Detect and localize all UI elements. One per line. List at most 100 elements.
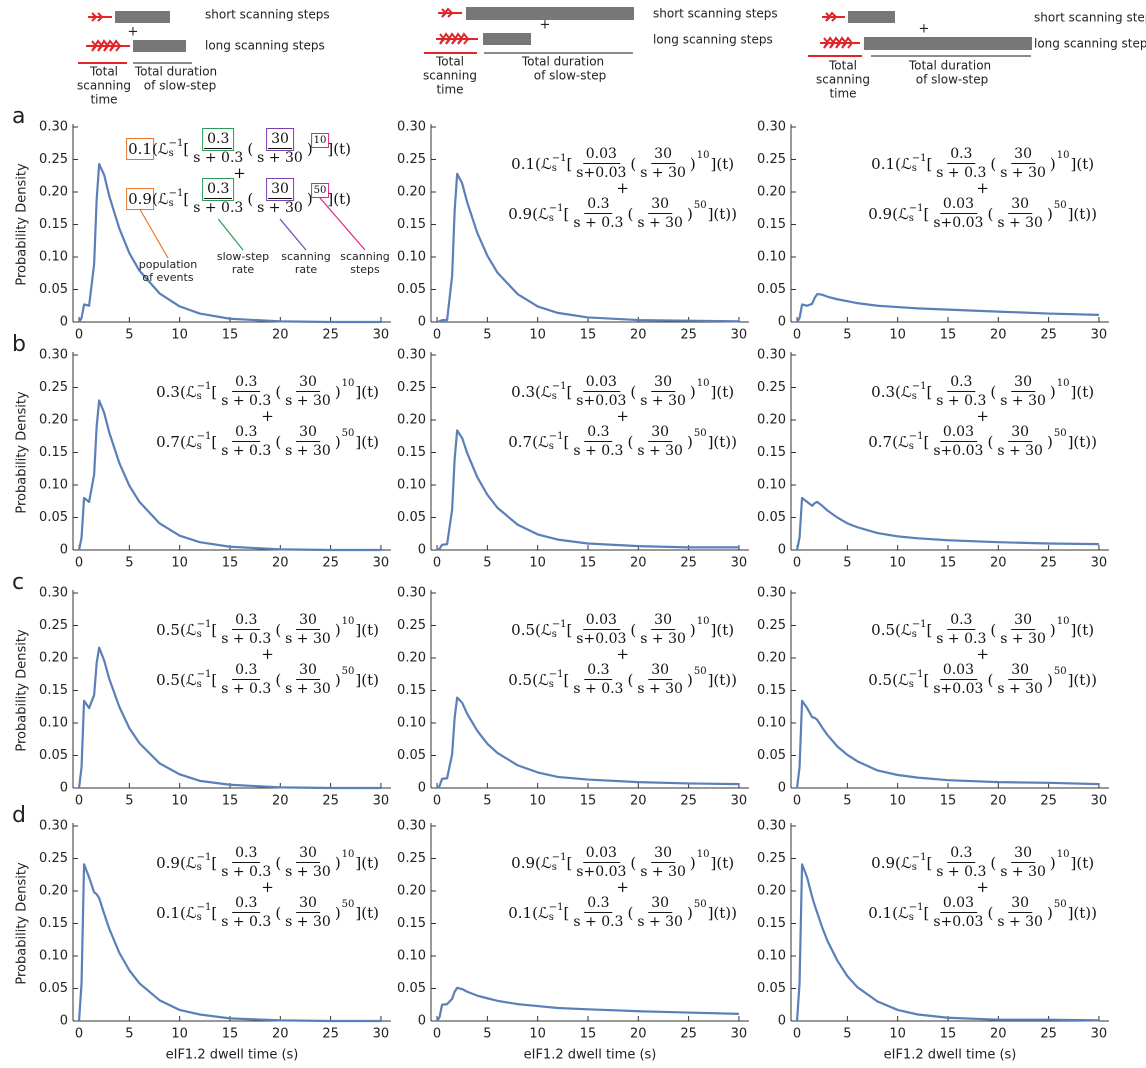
- x-tick-label: 25: [322, 794, 339, 809]
- operator-indices: −1 s: [197, 852, 212, 873]
- numerator: 30: [296, 611, 320, 630]
- formula-tail: ](t): [355, 903, 379, 922]
- x-tick-label: 20: [630, 556, 647, 571]
- fraction: 0.3 s + 0.3: [218, 894, 274, 931]
- formula-coef: 0.5: [156, 670, 180, 689]
- x-tick-label: 30: [1091, 556, 1108, 571]
- y-tick-label: 0.05: [39, 510, 68, 525]
- formula-close: ): [686, 670, 693, 689]
- x-tick-label: 5: [843, 328, 851, 343]
- y-tick-label: 0.30: [757, 819, 786, 834]
- x-tick-label: 30: [373, 556, 390, 571]
- formula-open: (ℒ: [179, 853, 197, 872]
- denominator: s + 30: [997, 215, 1043, 231]
- formula-tail: ](t): [710, 853, 735, 872]
- formula-bracket: [: [211, 903, 218, 922]
- formula-sup: −1: [911, 851, 927, 863]
- formula-sub: s: [196, 911, 202, 923]
- formula-sup: −1: [908, 202, 924, 214]
- operator-indices: −1 s: [197, 431, 212, 452]
- formula-sup: −1: [911, 152, 927, 164]
- plus: +: [540, 18, 551, 33]
- formula-open: (ℒ: [535, 853, 552, 872]
- x-tick-label: 20: [990, 328, 1007, 343]
- formula-sub: s: [911, 390, 917, 402]
- formula-sub: s: [551, 861, 557, 873]
- scanning-time-label: time: [90, 93, 117, 107]
- arrow-feather: [97, 12, 104, 22]
- formula-open: (ℒ: [892, 432, 909, 451]
- operator-indices: −1 s: [549, 203, 564, 224]
- formula-close: ): [1049, 154, 1056, 173]
- y-tick-label: 0.25: [397, 851, 426, 866]
- y-tick-label: 0.30: [397, 586, 426, 601]
- formula-tail: ](t): [1070, 853, 1095, 872]
- numerator: 0.3: [584, 661, 613, 680]
- operator-indices: −1 s: [909, 669, 924, 690]
- y-tick-label: 0.25: [757, 380, 786, 395]
- formula-power: 10: [341, 849, 355, 860]
- formula-power: 10: [696, 849, 710, 860]
- fraction: 0.03 s+0.03: [930, 423, 986, 460]
- fraction: 30 s + 30: [282, 661, 334, 698]
- fraction: 30 s + 30: [637, 145, 689, 182]
- annotation-line: slow-step: [216, 250, 270, 263]
- x-tick-label: 5: [843, 1027, 851, 1042]
- y-tick-label: 0: [778, 781, 786, 796]
- operator-indices: −1 s: [552, 619, 567, 640]
- operator-indices: −1 s: [197, 669, 212, 690]
- y-tick-label: 0.30: [39, 348, 68, 363]
- formula-tail: ](t): [355, 853, 379, 872]
- fraction: 0.03 s+0.03: [930, 894, 986, 931]
- x-tick-label: 10: [889, 794, 906, 809]
- formula-sub: s: [548, 678, 554, 690]
- annotation-pointer: [279, 218, 307, 251]
- y-tick-label: 0.10: [39, 716, 68, 731]
- slow-step-bar: [133, 40, 186, 52]
- formula-bracket: [: [211, 670, 218, 689]
- numerator: 0.3: [232, 894, 261, 913]
- formula-coef: 0.5: [511, 620, 536, 639]
- x-tick-label: 0: [793, 1027, 801, 1042]
- formula-bracket: [: [183, 139, 190, 158]
- y-tick-label: 0.20: [757, 185, 786, 200]
- formula-tail: ](t)): [707, 432, 737, 451]
- formula-tail: ](t): [355, 432, 379, 451]
- y-tick-label: 0.10: [397, 478, 426, 493]
- y-tick-label: 0.05: [757, 510, 786, 525]
- y-tick-label: 0.15: [39, 445, 68, 460]
- numerator: 30: [648, 661, 673, 680]
- formula-power: 50: [693, 899, 707, 910]
- formula-term: 0.1 (ℒ −1 s[0.3 s + 0.3(30 s + 30) 10](t): [126, 128, 351, 167]
- formula-coef: 0.3: [156, 382, 180, 401]
- x-tick-label: 25: [680, 556, 697, 571]
- denominator: s + 30: [640, 393, 686, 409]
- formula-close: ): [1049, 620, 1056, 639]
- formula-paren: (: [627, 670, 634, 689]
- numerator: 30: [1011, 373, 1035, 392]
- operator-indices: −1 s: [168, 138, 184, 159]
- arrow-feather: [439, 32, 470, 45]
- formula-coef: 0.5: [508, 670, 533, 689]
- long-label: long scanning steps: [1034, 37, 1146, 51]
- formula-bracket: [: [211, 432, 218, 451]
- formula-bracket: [: [923, 670, 930, 689]
- numerator: 0.3: [232, 611, 261, 630]
- fraction: 0.3 s + 0.3: [933, 145, 989, 182]
- formula-power: 10: [696, 150, 710, 161]
- formula-sup: −1: [168, 187, 184, 199]
- fraction: 30 s + 30: [997, 373, 1049, 410]
- x-tick-label: 20: [272, 1027, 289, 1042]
- formula-paren: (: [247, 189, 254, 208]
- y-tick-label: 0.20: [39, 651, 68, 666]
- y-tick-label: 0.30: [397, 348, 426, 363]
- x-axis-label: eIF1.2 dwell time (s): [524, 1048, 657, 1063]
- formula-sup: −1: [911, 618, 927, 630]
- formula-paren: (: [275, 670, 282, 689]
- schematic: [78, 7, 1032, 64]
- denominator: s + 30: [1000, 864, 1046, 880]
- formula-sub: s: [168, 147, 174, 159]
- formula-term: 0.1 (ℒ −1 s[0.03 s+0.03(30 s + 30) 50](t)): [868, 894, 1097, 931]
- formula-close: ): [1046, 432, 1053, 451]
